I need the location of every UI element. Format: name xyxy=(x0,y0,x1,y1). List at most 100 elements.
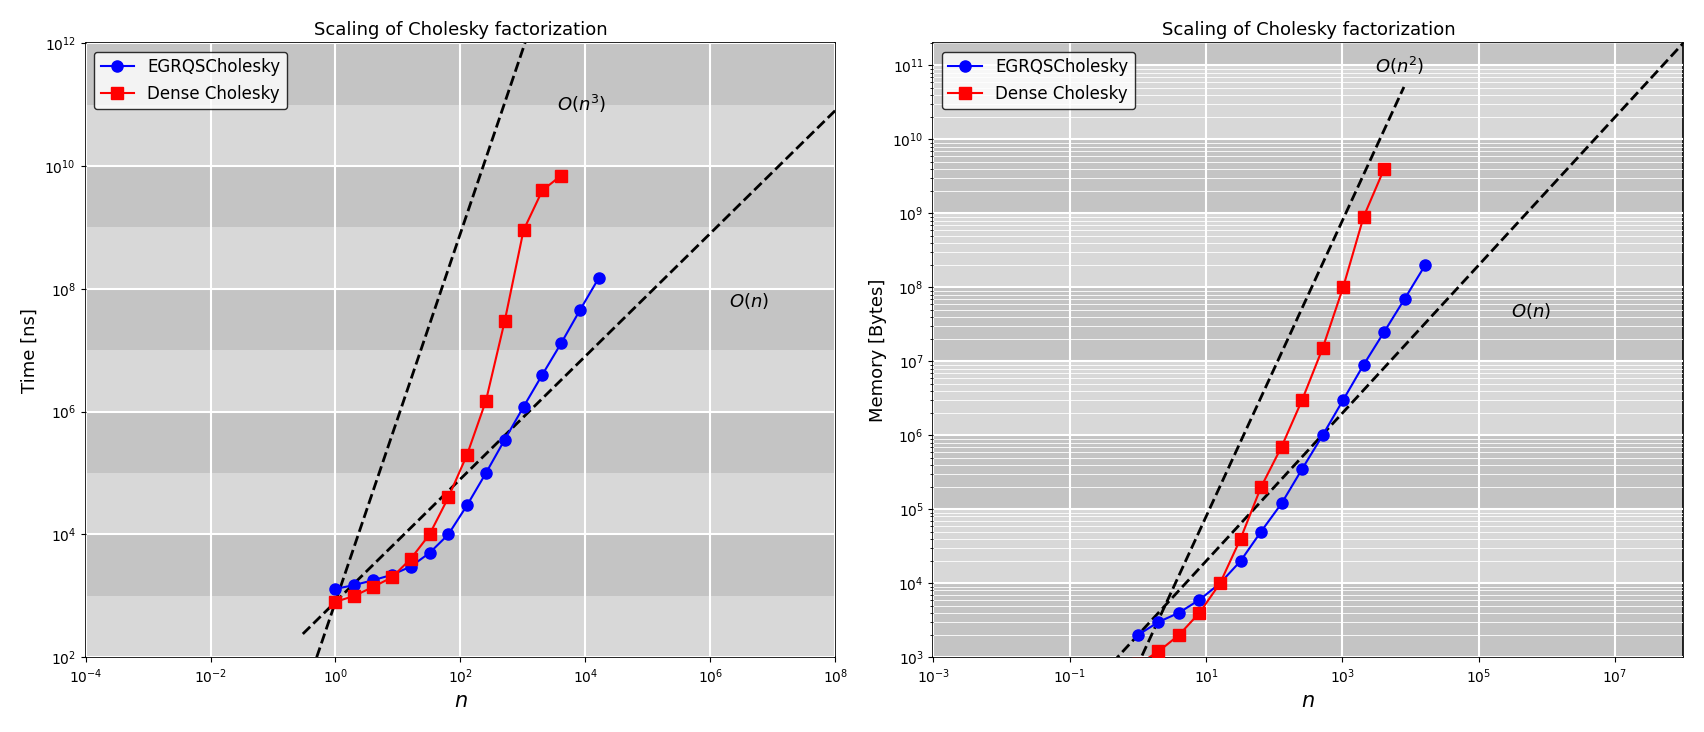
Dense Cholesky xyxy=(494,316,515,325)
Dense Cholesky xyxy=(363,583,383,591)
EGRQSCholesky xyxy=(1373,327,1394,336)
Line: EGRQSCholesky: EGRQSCholesky xyxy=(331,272,605,594)
Dense Cholesky xyxy=(382,573,402,582)
Dense Cholesky xyxy=(1210,579,1230,588)
Bar xyxy=(1547,43,1615,657)
EGRQSCholesky xyxy=(400,562,421,571)
Bar xyxy=(399,43,460,657)
EGRQSCholesky xyxy=(344,580,365,589)
EGRQSCholesky xyxy=(1251,527,1271,536)
Line: Dense Cholesky: Dense Cholesky xyxy=(331,170,567,608)
EGRQSCholesky xyxy=(1230,556,1251,565)
Text: $O(n^2)$: $O(n^2)$ xyxy=(1375,54,1425,77)
Bar xyxy=(85,411,835,473)
Dense Cholesky xyxy=(1292,396,1312,405)
Dense Cholesky xyxy=(1148,647,1169,656)
EGRQSCholesky xyxy=(1128,631,1148,640)
Bar xyxy=(934,583,1684,657)
EGRQSCholesky xyxy=(1353,360,1373,369)
Bar xyxy=(1070,43,1138,657)
Bar xyxy=(273,43,336,657)
Dense Cholesky xyxy=(325,597,346,606)
EGRQSCholesky xyxy=(1394,294,1414,303)
Dense Cholesky xyxy=(1189,608,1210,617)
EGRQSCholesky xyxy=(475,468,496,477)
Bar xyxy=(85,473,835,534)
Bar xyxy=(85,166,835,228)
Title: Scaling of Cholesky factorization: Scaling of Cholesky factorization xyxy=(1162,20,1455,39)
Bar xyxy=(1411,43,1479,657)
Text: $O(n)$: $O(n)$ xyxy=(1511,301,1551,321)
Dense Cholesky xyxy=(1312,344,1333,353)
Bar xyxy=(774,43,835,657)
EGRQSCholesky xyxy=(494,436,515,444)
Bar xyxy=(1615,43,1684,657)
Bar xyxy=(1138,43,1206,657)
Bar xyxy=(934,65,1684,139)
Bar xyxy=(148,43,211,657)
Dense Cholesky xyxy=(1230,534,1251,543)
Bar xyxy=(85,43,148,657)
X-axis label: $n$: $n$ xyxy=(453,691,467,712)
Bar xyxy=(336,43,399,657)
Dense Cholesky xyxy=(1251,482,1271,491)
EGRQSCholesky xyxy=(1148,618,1169,627)
EGRQSCholesky xyxy=(569,306,590,315)
Bar xyxy=(85,289,835,350)
EGRQSCholesky xyxy=(382,570,402,579)
Bar xyxy=(934,214,1684,288)
Bar xyxy=(1206,43,1275,657)
Dense Cholesky xyxy=(1373,165,1394,173)
EGRQSCholesky xyxy=(1210,579,1230,588)
Dense Cholesky xyxy=(400,555,421,564)
Dense Cholesky xyxy=(550,171,571,180)
Bar xyxy=(934,43,1684,65)
Bar xyxy=(460,43,523,657)
Bar xyxy=(934,288,1684,362)
EGRQSCholesky xyxy=(513,403,533,411)
Text: $O(n)$: $O(n)$ xyxy=(729,291,769,311)
Bar xyxy=(85,534,835,596)
EGRQSCholesky xyxy=(1271,499,1292,508)
Dense Cholesky xyxy=(1169,631,1189,640)
EGRQSCholesky xyxy=(438,530,458,539)
Bar xyxy=(934,362,1684,436)
Dense Cholesky xyxy=(1333,283,1353,292)
Bar xyxy=(711,43,774,657)
Bar xyxy=(85,43,835,105)
Dense Cholesky xyxy=(513,225,533,234)
Bar xyxy=(211,43,273,657)
Text: $O(n^3)$: $O(n^3)$ xyxy=(557,92,607,114)
EGRQSCholesky xyxy=(532,370,552,379)
Bar xyxy=(1275,43,1343,657)
Dense Cholesky xyxy=(475,397,496,406)
Bar xyxy=(85,596,835,657)
Dense Cholesky xyxy=(419,530,440,539)
EGRQSCholesky xyxy=(1333,396,1353,405)
Y-axis label: Memory [Bytes]: Memory [Bytes] xyxy=(869,279,886,422)
Bar xyxy=(934,436,1684,509)
EGRQSCholesky xyxy=(550,339,571,348)
Dense Cholesky xyxy=(1353,212,1373,221)
EGRQSCholesky xyxy=(1169,608,1189,617)
X-axis label: $n$: $n$ xyxy=(1302,691,1315,712)
Line: EGRQSCholesky: EGRQSCholesky xyxy=(1133,260,1431,640)
Dense Cholesky xyxy=(438,493,458,502)
EGRQSCholesky xyxy=(457,501,477,509)
EGRQSCholesky xyxy=(419,548,440,557)
Y-axis label: Time [ns]: Time [ns] xyxy=(20,307,39,392)
Bar xyxy=(934,43,1002,657)
Bar xyxy=(1479,43,1547,657)
Title: Scaling of Cholesky factorization: Scaling of Cholesky factorization xyxy=(314,20,607,39)
Bar xyxy=(85,105,835,166)
Dense Cholesky xyxy=(1271,442,1292,451)
EGRQSCholesky xyxy=(363,576,383,585)
Bar xyxy=(1343,43,1411,657)
Bar xyxy=(648,43,711,657)
EGRQSCholesky xyxy=(325,584,346,593)
Bar xyxy=(934,509,1684,583)
Bar xyxy=(85,350,835,411)
Dense Cholesky xyxy=(532,186,552,195)
Dense Cholesky xyxy=(1128,660,1148,669)
EGRQSCholesky xyxy=(588,274,608,283)
